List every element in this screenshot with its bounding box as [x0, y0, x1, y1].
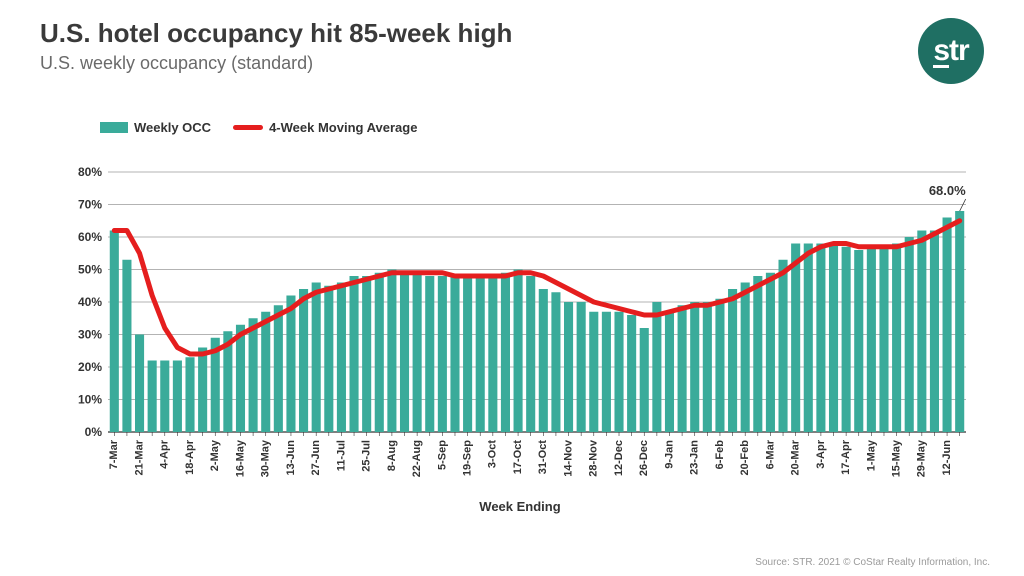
- logo-s-char: s: [933, 34, 949, 68]
- svg-text:0%: 0%: [85, 425, 103, 439]
- svg-text:16-May: 16-May: [234, 439, 246, 477]
- legend-bar-label: Weekly OCC: [134, 120, 211, 135]
- svg-text:9-Jan: 9-Jan: [663, 440, 675, 469]
- svg-text:2-May: 2-May: [209, 439, 221, 471]
- legend-item-line: 4-Week Moving Average: [233, 120, 417, 135]
- page-title: U.S. hotel occupancy hit 85-week high: [40, 18, 918, 49]
- svg-text:3-Oct: 3-Oct: [487, 440, 499, 468]
- svg-text:28-Nov: 28-Nov: [588, 439, 600, 477]
- svg-text:13-Jun: 13-Jun: [285, 440, 297, 476]
- legend-line-label: 4-Week Moving Average: [269, 120, 417, 135]
- svg-text:50%: 50%: [78, 263, 102, 277]
- svg-text:19-Sep: 19-Sep: [462, 440, 474, 476]
- svg-text:17-Oct: 17-Oct: [512, 440, 524, 475]
- logo-tr-chars: tr: [949, 34, 969, 68]
- svg-text:6-Feb: 6-Feb: [714, 440, 726, 470]
- svg-text:6-Mar: 6-Mar: [764, 439, 776, 469]
- swatch-bar-icon: [100, 122, 128, 133]
- svg-text:3-Apr: 3-Apr: [815, 439, 827, 468]
- svg-text:8-Aug: 8-Aug: [386, 440, 398, 471]
- svg-text:29-May: 29-May: [916, 439, 928, 477]
- svg-text:1-May: 1-May: [865, 439, 877, 471]
- svg-text:23-Jan: 23-Jan: [689, 440, 701, 475]
- svg-text:70%: 70%: [78, 198, 102, 212]
- svg-text:10%: 10%: [78, 393, 102, 407]
- source-footnote: Source: STR. 2021 © CoStar Realty Inform…: [755, 557, 990, 568]
- svg-text:4-Apr: 4-Apr: [159, 439, 171, 468]
- svg-text:21-Mar: 21-Mar: [133, 439, 145, 475]
- svg-text:27-Jun: 27-Jun: [310, 440, 322, 476]
- page-subtitle: U.S. weekly occupancy (standard): [40, 53, 918, 74]
- svg-text:5-Sep: 5-Sep: [436, 440, 448, 470]
- svg-text:80%: 80%: [78, 165, 102, 179]
- svg-text:68.0%: 68.0%: [929, 183, 966, 198]
- title-block: U.S. hotel occupancy hit 85-week high U.…: [40, 18, 918, 74]
- header: U.S. hotel occupancy hit 85-week high U.…: [40, 18, 984, 84]
- svg-text:22-Aug: 22-Aug: [411, 440, 423, 477]
- svg-text:30%: 30%: [78, 328, 102, 342]
- svg-text:26-Dec: 26-Dec: [638, 440, 650, 476]
- legend: Weekly OCC 4-Week Moving Average: [100, 120, 417, 135]
- svg-text:60%: 60%: [78, 230, 102, 244]
- svg-text:20-Feb: 20-Feb: [739, 440, 751, 476]
- x-axis-title: Week Ending: [60, 499, 980, 514]
- svg-text:31-Oct: 31-Oct: [537, 440, 549, 475]
- svg-text:14-Nov: 14-Nov: [562, 439, 574, 477]
- svg-text:30-May: 30-May: [260, 439, 272, 477]
- svg-text:12-Dec: 12-Dec: [613, 440, 625, 476]
- swatch-line-icon: [233, 125, 263, 130]
- svg-text:25-Jul: 25-Jul: [361, 440, 373, 472]
- svg-text:18-Apr: 18-Apr: [184, 439, 196, 475]
- chart: 0% 10% 20% 30% 40% 50% 60% 70% 80% 7-Mar 21-Mar 4-A…: [60, 158, 980, 518]
- svg-text:40%: 40%: [78, 295, 102, 309]
- chart-svg: 0% 10% 20% 30% 40% 50% 60% 70% 80% 7-Mar 21-Mar 4-A…: [60, 158, 980, 518]
- str-logo: str: [918, 18, 984, 84]
- svg-text:15-May: 15-May: [891, 439, 903, 477]
- svg-text:20%: 20%: [78, 360, 102, 374]
- svg-text:11-Jul: 11-Jul: [335, 440, 347, 471]
- legend-item-bar: Weekly OCC: [100, 120, 211, 135]
- svg-text:17-Apr: 17-Apr: [840, 439, 852, 475]
- svg-text:7-Mar: 7-Mar: [108, 439, 120, 469]
- svg-text:20-Mar: 20-Mar: [790, 439, 802, 475]
- svg-text:12-Jun: 12-Jun: [941, 440, 953, 476]
